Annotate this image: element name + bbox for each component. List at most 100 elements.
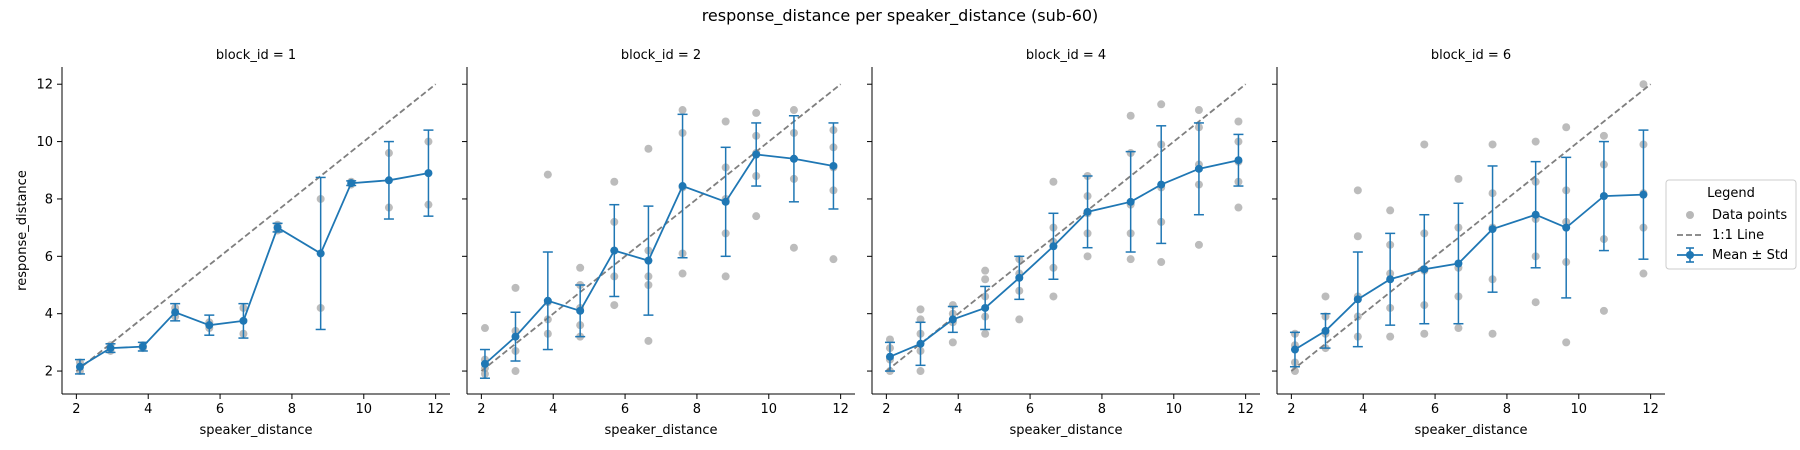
mean-point [1126,197,1135,206]
mean-point [829,161,838,170]
x-tick-label: 2 [72,402,80,417]
legend-entry-mean-std: Mean ± Std [1712,248,1788,263]
x-tick-label: 8 [1503,402,1511,417]
data-point [1531,298,1540,307]
data-point [1353,186,1362,195]
mean-point [948,315,957,324]
mean-point [1321,326,1330,335]
mean-point [106,344,115,353]
mean-point [239,316,248,325]
x-tick-label: 10 [356,402,373,417]
y-tick-label: 4 [45,307,53,322]
x-tick-label: 10 [761,402,778,417]
data-point [752,212,761,221]
data-point [721,117,730,126]
data-point [1015,315,1024,324]
mean-point [576,306,585,315]
facet-panel-3: block_id = 4 2 4 6 8 10 12 speaker_distance [867,48,1260,438]
x-tick-label: 6 [1431,402,1439,417]
panel-title: block_id = 4 [1026,48,1106,63]
data-point [511,283,520,292]
mean-point [1015,273,1024,282]
x-axis-label: speaker_distance [200,423,313,438]
x-tick-label: 6 [216,402,224,417]
mean-line [889,159,1239,358]
data-point [644,336,653,345]
data-point [1386,332,1395,341]
mean-point [316,249,325,258]
x-tick-label: 6 [621,402,629,417]
data-point [1599,131,1608,140]
data-point [1599,306,1608,315]
mean-point [916,339,925,348]
mean-point [1386,275,1395,284]
data-point [981,329,990,338]
legend-title: Legend [1707,186,1755,201]
data-point [480,324,489,333]
mean-point [610,246,619,255]
mean-point [384,176,393,185]
data-point [576,263,585,272]
data-point [1531,137,1540,146]
mean-point [981,303,990,312]
x-tick-label: 10 [1166,402,1183,417]
mean-point [1639,190,1648,199]
mean-point [721,197,730,206]
data-point [1353,232,1362,241]
data-point [1488,140,1497,149]
data-point [644,144,653,153]
data-point [721,272,730,281]
mean-point [138,342,147,351]
data-point [948,338,957,347]
y-tick-label: 8 [45,192,53,207]
data-point [916,367,925,376]
x-tick-label: 8 [693,402,701,417]
data-point [1639,80,1648,89]
data-point [1194,240,1203,249]
data-point [1639,269,1648,278]
mean-point [1157,180,1166,189]
facet-panels: block_id = 1 2 2 4 4 6 6 8 8 10 10 12 12 speaker_dist… [15,48,1665,438]
data-point [1420,140,1429,149]
x-tick-label: 4 [954,402,962,417]
data-point [1157,258,1166,267]
mean-point [885,352,894,361]
data-point [981,275,990,284]
mean-point [1194,164,1203,173]
data-point [1420,329,1429,338]
panel-title: block_id = 1 [216,48,296,63]
mean-point [678,182,687,191]
x-tick-label: 4 [549,402,557,417]
mean-point [75,362,84,371]
data-point [1562,123,1571,132]
x-axis-label: speaker_distance [1415,423,1528,438]
x-axis-label: speaker_distance [605,423,718,438]
mean-line [1294,193,1644,351]
mean-point [424,169,433,178]
x-tick-label: 12 [1237,402,1254,417]
x-tick-label: 4 [144,402,152,417]
mean-point [171,308,180,317]
panel-title: block_id = 2 [621,48,701,63]
mean-point [1049,242,1058,251]
mean-line [79,172,429,368]
x-tick-label: 4 [1359,402,1367,417]
x-tick-label: 12 [832,402,849,417]
identity-line [885,83,1247,372]
data-point [1234,203,1243,212]
identity-line [480,83,842,372]
data-point [610,177,619,186]
mean-point [347,179,356,188]
mean-point [1420,265,1429,274]
figure-title: response_distance per speaker_distance (… [702,6,1099,26]
x-tick-label: 2 [1287,402,1295,417]
data-point [789,243,798,252]
data-point [1126,255,1135,264]
x-tick-label: 2 [477,402,485,417]
mean-line [484,153,834,365]
data-point [1386,206,1395,215]
x-tick-label: 8 [288,402,296,417]
mean-point [480,359,489,368]
data-point [981,266,990,275]
data-point [1488,329,1497,338]
